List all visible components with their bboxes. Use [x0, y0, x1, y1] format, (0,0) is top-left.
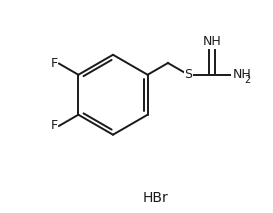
Text: F: F — [51, 57, 58, 70]
Text: HBr: HBr — [143, 191, 168, 205]
Text: S: S — [184, 68, 192, 81]
Text: NH: NH — [203, 35, 221, 48]
Text: F: F — [51, 119, 58, 132]
Text: NH: NH — [233, 68, 252, 81]
Text: 2: 2 — [244, 75, 250, 85]
